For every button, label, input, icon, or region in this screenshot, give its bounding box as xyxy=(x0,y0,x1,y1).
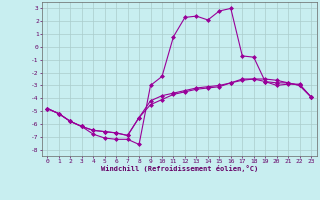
X-axis label: Windchill (Refroidissement éolien,°C): Windchill (Refroidissement éolien,°C) xyxy=(100,165,258,172)
